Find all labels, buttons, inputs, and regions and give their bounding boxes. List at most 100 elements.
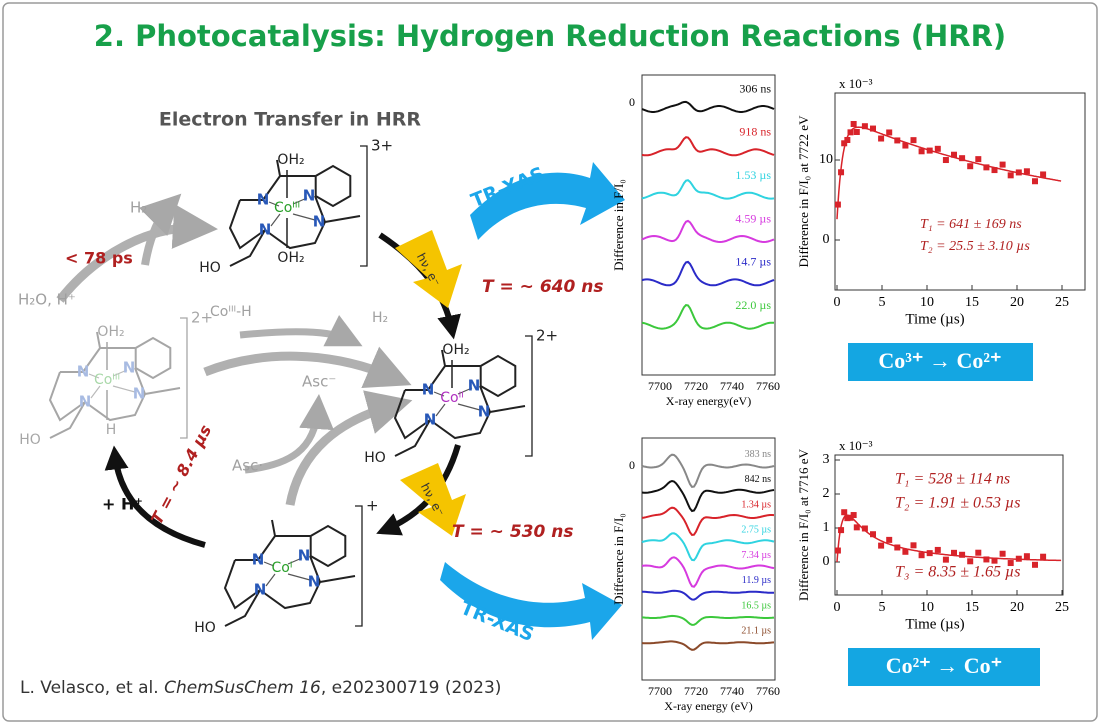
bond	[393, 349, 526, 457]
slide-title: 2. Photocatalysis: Hydrogen Reduction Re…	[94, 19, 1006, 53]
data-square	[959, 155, 966, 162]
citation-journal: ChemSusChem 16	[164, 678, 321, 698]
gray-arrow	[56, 203, 218, 303]
spectrum-trace	[641, 179, 775, 200]
label: + H⁺	[102, 495, 143, 514]
data-square	[861, 123, 868, 130]
y-tick-label: 3	[823, 452, 830, 467]
data-square	[894, 544, 901, 551]
data-square	[844, 515, 851, 522]
fit-result: T₁ = 641 ± 169 ns	[920, 217, 1022, 232]
label: Asc·	[232, 457, 263, 475]
gray-arrow	[285, 390, 413, 506]
trace-label: 383 ns	[745, 449, 772, 460]
x-tick-label: 7740	[720, 379, 744, 393]
spectrum-trace	[641, 260, 775, 287]
label: H₂O, H⁺	[18, 291, 76, 309]
donor-atom: N	[257, 191, 270, 209]
bond	[48, 331, 181, 439]
data-square	[1040, 553, 1047, 560]
multiplier: x 10⁻³	[839, 76, 873, 91]
data-square	[847, 129, 854, 136]
kinetics-frame	[834, 92, 1086, 291]
x-tick-label: 5	[879, 295, 886, 310]
trace-label: 918 ns	[739, 125, 771, 139]
x-axis-label: Time (µs)	[905, 616, 964, 632]
bracket	[180, 317, 188, 439]
x-tick-label: 7740	[720, 684, 744, 698]
x-tick-label: 15	[965, 295, 979, 310]
ring	[314, 164, 352, 208]
data-square	[934, 546, 941, 553]
data-square	[1040, 171, 1047, 178]
x-tick-label: 20	[1010, 600, 1024, 615]
fit-result: T₃ = 8.35 ± 1.65 µs	[895, 564, 1020, 581]
data-square	[834, 547, 841, 554]
spectrum-trace	[641, 506, 775, 536]
bond	[223, 519, 356, 627]
spectrum-trace	[641, 614, 775, 626]
axial-ligand: H	[106, 422, 117, 438]
trace-label: 1.53 µs	[735, 168, 771, 182]
axial-ligand: OH₂	[97, 324, 124, 340]
data-square	[838, 527, 845, 534]
label: < 78 ps	[65, 249, 133, 268]
y-tick-label: 0	[823, 232, 830, 247]
spectrum-trace	[641, 136, 775, 157]
transition-box	[848, 648, 1040, 686]
zero-label: 0	[629, 95, 635, 109]
arm: HO	[199, 260, 221, 276]
y-axis-label: Difference in F/I₀ at 7722 eV	[796, 115, 811, 268]
data-square	[844, 136, 851, 143]
citation: L. Velasco, et al. ChemSusChem 16, e2023…	[20, 678, 501, 698]
data-square	[853, 128, 860, 135]
gray-arrow	[138, 193, 182, 266]
x-tick-label: 7700	[648, 379, 672, 393]
data-square	[975, 156, 982, 163]
trace-label: 14.7 µs	[735, 255, 771, 269]
donor-atom: N	[313, 213, 326, 231]
gray-arrow	[203, 346, 412, 388]
label: Asc⁻	[302, 373, 336, 391]
data-square	[902, 142, 909, 149]
arm: HO	[364, 450, 386, 466]
trace-label: 306 ns	[739, 81, 771, 95]
x-tick-label: 25	[1055, 295, 1069, 310]
data-square	[870, 125, 876, 132]
donor-atom: N	[252, 551, 265, 569]
data-square	[942, 556, 949, 563]
transition-box	[848, 343, 1033, 381]
donor-atom: N	[424, 411, 437, 429]
co-bond	[263, 557, 311, 587]
data-square	[894, 137, 901, 144]
transition-label: Co²⁺ → Co⁺	[886, 653, 1003, 678]
fit-result: T₁ = 528 ± 114 ns	[895, 471, 1010, 488]
x-tick-label: 15	[965, 600, 979, 615]
x-tick-label: 0	[834, 600, 841, 615]
data-square	[910, 137, 917, 144]
donor-atom: N	[468, 377, 481, 395]
arm: HO	[19, 432, 41, 448]
co-bond	[88, 369, 136, 399]
data-square	[983, 556, 990, 563]
donor-atom: N	[254, 581, 267, 599]
ring	[134, 336, 172, 380]
axial-ligand: OH₂	[277, 152, 304, 168]
data-square	[850, 120, 857, 127]
data-square	[999, 550, 1006, 557]
spectrum-trace	[641, 304, 775, 330]
donor-atom: N	[298, 547, 311, 565]
data-square	[926, 550, 933, 557]
spectrum-trace	[641, 532, 775, 562]
donor-atom: N	[79, 393, 92, 411]
trace-label: 2.75 µs	[741, 525, 771, 536]
data-square	[841, 509, 848, 516]
data-square	[850, 512, 857, 519]
data-square	[967, 558, 974, 565]
axial-ligand: OH₂	[277, 250, 304, 266]
x-tick-label: 20	[1010, 295, 1024, 310]
donor-atom: N	[259, 221, 272, 239]
y-tick-label: 0	[823, 554, 830, 569]
